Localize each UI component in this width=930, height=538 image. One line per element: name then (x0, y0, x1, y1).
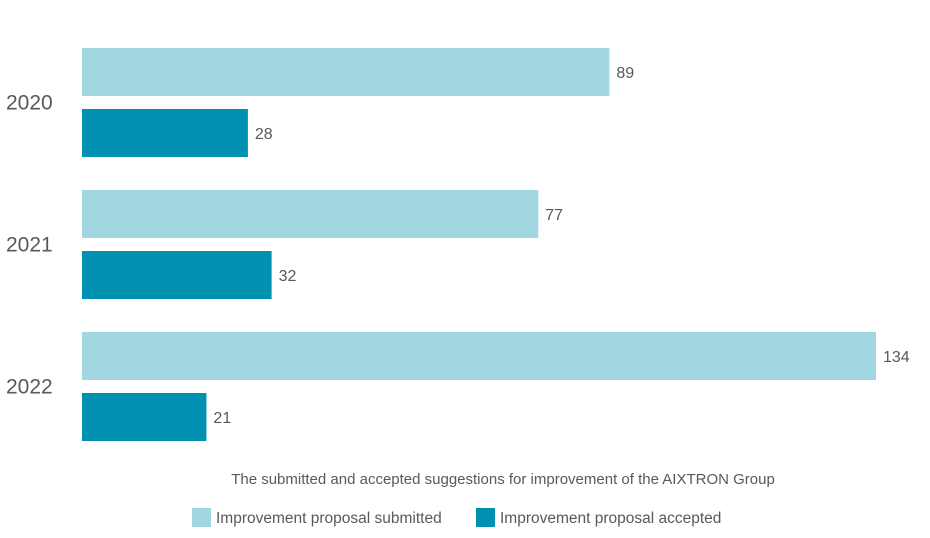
legend-label-submitted: Improvement proposal submitted (216, 510, 442, 527)
bar-2020-accepted (82, 109, 248, 157)
category-label-2021: 2021 (6, 234, 53, 257)
data-label-2022-submitted: 134 (883, 349, 910, 366)
data-label-2021-accepted: 32 (279, 268, 297, 285)
legend-label-accepted: Improvement proposal accepted (500, 510, 721, 527)
bar-2021-accepted (82, 251, 272, 299)
bar-2020-submitted (82, 48, 610, 96)
bar-2022-submitted (82, 332, 876, 380)
bar-2021-submitted (82, 190, 539, 238)
chart-caption: The submitted and accepted suggestions f… (231, 471, 775, 488)
category-label-2022: 2022 (6, 376, 53, 399)
data-label-2020-submitted: 89 (616, 65, 634, 82)
bar-2022-accepted (82, 393, 207, 441)
legend-swatch-accepted (476, 508, 495, 527)
legend-swatch-submitted (192, 508, 211, 527)
category-label-2020: 2020 (6, 92, 53, 115)
data-label-2021-submitted: 77 (545, 207, 563, 224)
data-label-2022-accepted: 21 (213, 410, 231, 427)
data-label-2020-accepted: 28 (255, 126, 273, 143)
